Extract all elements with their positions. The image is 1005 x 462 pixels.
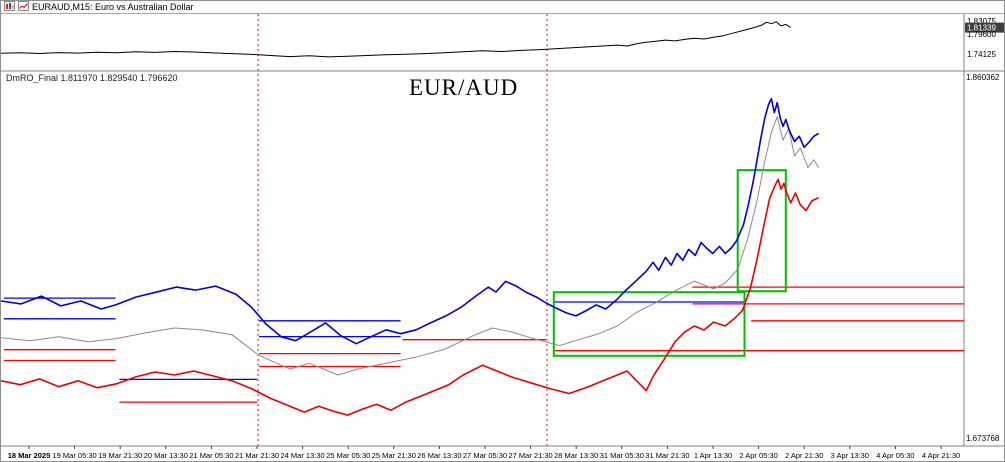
time-axis-label: 2 Apr 21:30 [785, 451, 823, 460]
time-axis[interactable] [1, 446, 1005, 462]
price-axis-label: 1.74125 [967, 50, 996, 59]
indicator-line-blue [1, 97, 820, 345]
time-axis-label: 27 Mar 21:30 [508, 451, 552, 460]
indicator-axis-label: 1.860362 [966, 73, 1000, 82]
time-axis-label: 20 Mar 13:30 [144, 451, 188, 460]
price-axis[interactable] [964, 14, 1005, 462]
candlestick-chart-icon [4, 1, 15, 14]
time-axis-label: 19 Mar 05:30 [52, 451, 96, 460]
time-axis-label: 4 Apr 21:30 [922, 451, 960, 460]
price-axis-label: 1.83075 [967, 17, 996, 26]
time-axis-label: 18 Mar 2025 [8, 451, 51, 460]
time-axis-label: 28 Mar 13:30 [554, 451, 598, 460]
time-axis-label: 25 Mar 21:30 [372, 451, 416, 460]
chart-title: EURAUD,M15: Euro vs Australian Dollar [32, 2, 194, 12]
indicator-axis-label: 1.673768 [966, 434, 1000, 443]
time-axis-label: 31 Mar 05:30 [600, 451, 644, 460]
time-axis-label: 2 Apr 05:30 [739, 451, 777, 460]
time-axis-label: 19 Mar 21:30 [98, 451, 142, 460]
time-axis-label: 21 Mar 21:30 [235, 451, 279, 460]
time-axis-label: 4 Apr 05:30 [876, 451, 914, 460]
time-axis-label: 1 Apr 13:30 [694, 451, 732, 460]
time-axis-label: 24 Mar 13:30 [280, 451, 324, 460]
line-chart-icon [18, 1, 29, 14]
current-price-label: 1.81339 [967, 24, 996, 33]
indicator-label: DmRO_Final 1.811970 1.829540 1.796620 [6, 73, 178, 83]
highlight-box-2[interactable] [736, 169, 787, 293]
symbol-annotation[interactable]: EUR/AUD [409, 75, 519, 100]
time-axis-label: 25 Mar 05:30 [326, 451, 370, 460]
time-axis-label: 26 Mar 13:30 [417, 451, 461, 460]
price-axis-label: 1.79600 [967, 30, 996, 39]
time-axis-label: 3 Apr 13:30 [831, 451, 869, 460]
time-axis-label: 27 Mar 05:30 [463, 451, 507, 460]
indicator-line-red [1, 178, 819, 416]
time-axis-label: 21 Mar 05:30 [189, 451, 233, 460]
price-line [1, 21, 791, 58]
current-price-box [965, 22, 1004, 33]
chart-titlebar[interactable]: EURAUD,M15: Euro vs Australian Dollar [1, 1, 1004, 14]
indicator-line-gray [1, 116, 820, 376]
highlight-box-1[interactable] [552, 291, 746, 357]
time-axis-label: 31 Mar 21:30 [645, 451, 689, 460]
